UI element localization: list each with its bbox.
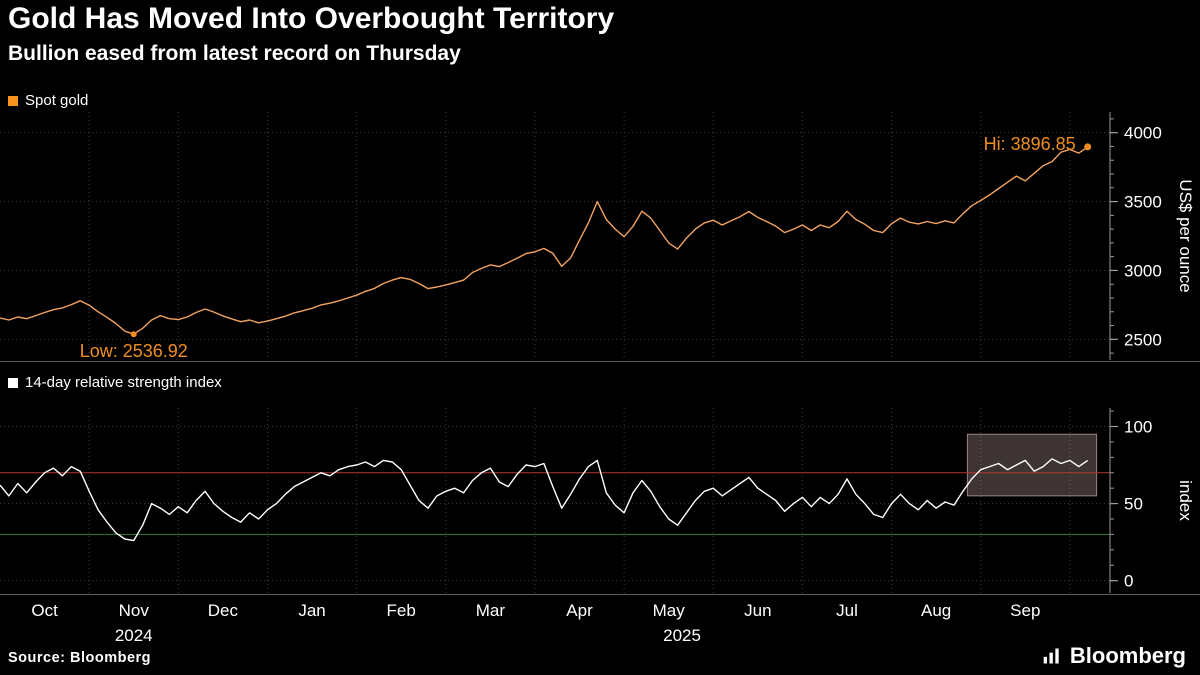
y-tick-label: 3500 (1124, 193, 1162, 212)
bloomberg-logo: Bloomberg (1042, 643, 1186, 669)
rsi-swatch-icon (8, 377, 18, 388)
y-tick-label: 100 (1124, 418, 1152, 437)
y-tick-label: 2500 (1124, 330, 1162, 349)
y-tick-label: 3000 (1124, 261, 1162, 280)
month-label: Apr (566, 601, 593, 620)
month-label: Jun (744, 601, 771, 620)
y-tick-label: 0 (1124, 572, 1133, 591)
y-axis-title: US$ per ounce (1176, 179, 1195, 292)
low-point-dot (130, 331, 137, 338)
source-label: Source: Bloomberg (8, 650, 152, 666)
chart-title: Gold Has Moved Into Overbought Territory (8, 2, 615, 35)
bloomberg-wordmark: Bloomberg (1069, 643, 1186, 668)
month-label: Mar (476, 601, 506, 620)
spot-gold-series-line (0, 146, 1089, 335)
year-label: 2025 (663, 626, 701, 645)
low-annotation: Low: 2536.92 (80, 341, 188, 361)
year-label: 2024 (115, 626, 153, 645)
month-label: Jul (836, 601, 858, 620)
overbought-highlight-box (966, 433, 1098, 497)
y-tick-label: 50 (1124, 495, 1143, 514)
month-label: Aug (921, 601, 951, 620)
high-point-dot (1084, 143, 1092, 151)
month-label: Dec (208, 601, 239, 620)
legend-spot-gold: Spot gold (8, 92, 88, 109)
spot-gold-swatch-icon (8, 95, 18, 106)
high-annotation: Hi: 3896.85 (984, 134, 1076, 154)
rsi-series-line (0, 458, 1089, 542)
month-label: Sep (1010, 601, 1040, 620)
month-label: Feb (387, 601, 416, 620)
legend-rsi-label: 14-day relative strength index (25, 374, 222, 391)
bloomberg-icon (1043, 648, 1059, 664)
legend-rsi: 14-day relative strength index (8, 374, 222, 391)
month-label: Oct (31, 601, 58, 620)
y-axis-title: index (1176, 480, 1195, 521)
y-tick-label: 4000 (1124, 124, 1162, 143)
month-label: May (653, 601, 686, 620)
month-label: Nov (119, 601, 150, 620)
month-label: Jan (298, 601, 325, 620)
chart-subtitle: Bullion eased from latest record on Thur… (8, 42, 461, 65)
rsi-chart-group: 0 50 100 index (0, 408, 1195, 593)
legend-spot-gold-label: Spot gold (25, 92, 89, 109)
spot-gold-chart-group: 2500 3000 3500 4000 US$ per ounce Hi: 3896.85… (0, 112, 1195, 361)
